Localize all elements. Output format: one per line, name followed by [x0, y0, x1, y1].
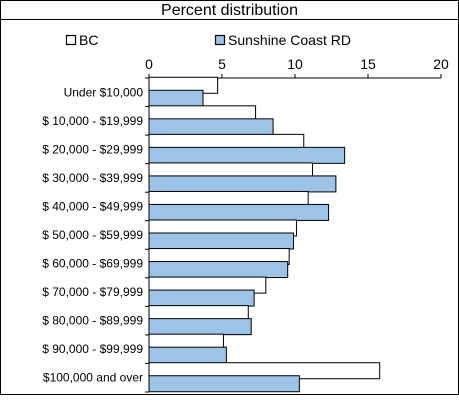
- bar-sunshine-coast-1: [148, 118, 274, 136]
- x-tick-label-0: 0: [145, 56, 153, 72]
- category-label-0: Under $10,000: [64, 85, 144, 99]
- bar-sunshine-coast-10: [148, 375, 300, 393]
- chart-category-labels: Under $10,000 $ 10,000 - $19,999 $ 20,000 …: [42, 85, 143, 384]
- legend-swatch-sunshine-coast: [214, 34, 226, 46]
- bar-sunshine-coast-0: [148, 89, 204, 107]
- x-tick-label-1: 5: [218, 56, 226, 72]
- bar-sunshine-coast-9: [148, 346, 227, 364]
- bar-sunshine-coast-4: [148, 203, 330, 221]
- category-label-10: $100,000 and over: [43, 371, 143, 385]
- bar-sunshine-coast-3: [148, 175, 337, 193]
- category-label-1: $ 10,000 - $19,999: [42, 114, 143, 128]
- bar-sunshine-coast-6: [148, 261, 289, 279]
- x-tick-label-4: 20: [433, 56, 449, 72]
- category-label-8: $ 80,000 - $89,999: [42, 314, 143, 328]
- category-label-6: $ 60,000 - $69,999: [42, 257, 143, 271]
- category-label-7: $ 70,000 - $79,999: [42, 285, 143, 299]
- category-label-2: $ 20,000 - $29,999: [42, 142, 143, 156]
- bar-sunshine-coast-8: [148, 318, 252, 336]
- category-label-5: $ 50,000 - $59,999: [42, 228, 143, 242]
- category-label-9: $ 90,000 - $99,999: [42, 342, 143, 356]
- bar-sunshine-coast-7: [148, 289, 255, 307]
- bar-sunshine-coast-5: [148, 232, 295, 250]
- legend-label-bc: BC: [79, 32, 98, 48]
- bar-sunshine-coast-2: [148, 146, 346, 164]
- legend-swatch-bc: [65, 34, 77, 46]
- chart-bars: [148, 76, 381, 393]
- legend-label-sunshine-coast: Sunshine Coast RD: [228, 32, 351, 48]
- x-tick-label-3: 15: [360, 56, 376, 72]
- category-label-3: $ 30,000 - $39,999: [42, 171, 143, 185]
- category-label-4: $ 40,000 - $49,999: [42, 199, 143, 213]
- x-tick-label-2: 10: [287, 56, 303, 72]
- chart-title: Percent distribution: [161, 2, 298, 19]
